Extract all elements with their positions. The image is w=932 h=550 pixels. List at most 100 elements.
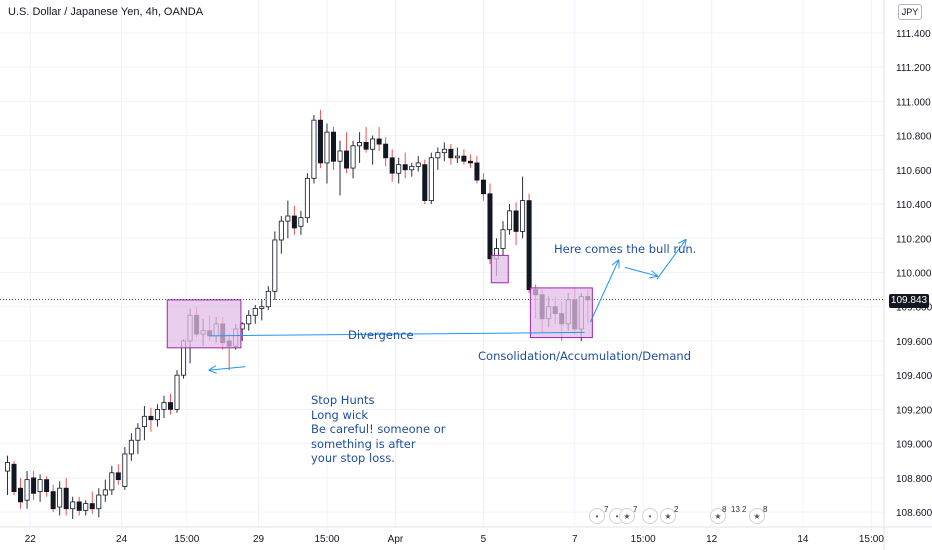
candle-up [135, 427, 141, 441]
divergence-line [209, 331, 585, 337]
candle-down [167, 402, 173, 410]
candle-up [520, 200, 526, 232]
candle-down [330, 131, 336, 162]
candle-up [5, 462, 10, 472]
time-tick-label: 15:00 [314, 534, 339, 545]
candle-up [409, 165, 415, 171]
candle-down [50, 491, 56, 510]
event-marker-icon[interactable]: • [642, 508, 658, 524]
event-count: 7 [604, 505, 609, 514]
candle-down [513, 210, 519, 232]
time-tick-label: 29 [253, 534, 265, 545]
candle-up [154, 409, 160, 421]
time-tick-label: 7 [572, 534, 578, 545]
event-count: 8 [763, 505, 768, 514]
candle-down [115, 472, 121, 481]
candle-down [363, 142, 369, 150]
candle-down [44, 479, 50, 493]
candle-down [148, 415, 154, 421]
candle-up [70, 501, 76, 510]
candle-up [454, 155, 460, 159]
annotation-arrow [589, 261, 618, 323]
stop-hunts-line: Be careful! someone or [311, 422, 446, 436]
divergence-note: Divergence [348, 328, 414, 342]
event-count: 8 [722, 505, 727, 514]
time-tick-label: 15:00 [174, 534, 199, 545]
candle-down [11, 463, 17, 493]
time-tick-label: 15:00 [859, 534, 884, 545]
event-count: 7 [633, 505, 638, 514]
candles-group [5, 109, 591, 519]
chart-title: U.S. Dollar / Japanese Yen, 4h, OANDA [8, 6, 204, 18]
event-count: 13 [731, 505, 740, 514]
price-tick-label: 110.000 [896, 269, 932, 280]
event-marker-icon[interactable]: • [589, 508, 605, 524]
candle-up [128, 439, 134, 455]
event-flag-icon[interactable]: ★ [619, 508, 635, 524]
candle-down [18, 487, 24, 503]
stop-hunts-line: something is after [311, 436, 416, 451]
drawings-group [166, 240, 685, 370]
candle-up [507, 210, 513, 231]
candle-up [370, 138, 376, 150]
time-tick-label: Apr [388, 534, 404, 545]
candle-up [396, 164, 402, 174]
candle-down [89, 503, 95, 510]
time-axis: 22 24 15:00 29 15:00 Apr 5 7 15:00 12 14 15:00 [0, 526, 932, 545]
candle-up [324, 131, 330, 164]
candle-up [311, 119, 317, 179]
candle-down [76, 501, 82, 511]
time-tick-label: 22 [25, 534, 37, 545]
candle-up [435, 152, 441, 159]
candle-down [487, 193, 493, 260]
event-flag-icon[interactable]: ★ [660, 508, 676, 524]
candle-up [246, 314, 252, 325]
candle-down [63, 487, 69, 510]
price-tick-label: 109.600 [896, 337, 932, 348]
candle-up [174, 374, 180, 410]
price-tick-label: 110.200 [896, 234, 932, 245]
candle-up [252, 308, 258, 316]
candle-up [278, 220, 284, 241]
price-tick-label: 110.600 [896, 166, 932, 177]
time-tick-label: 5 [481, 534, 487, 545]
last-price-tag: 109.843 [889, 294, 929, 308]
candle-up [161, 402, 167, 410]
annotation-arrow [210, 367, 246, 370]
candle-down [402, 164, 408, 171]
price-tick-label: 109.800 [896, 303, 932, 314]
candle-up [298, 217, 304, 227]
event-count: 2 [742, 505, 747, 514]
time-tick-label: 12 [706, 534, 718, 545]
candle-down [344, 150, 350, 169]
bull-run-note: Here comes the bull run. [554, 242, 697, 256]
event-flag-icon[interactable]: ★ [749, 508, 765, 524]
candle-up [109, 472, 115, 491]
time-tick-label: 14 [797, 534, 809, 545]
candle-up [265, 290, 271, 308]
consolidation-note: Consolidation/Accumulation/Demand [478, 349, 692, 363]
candle-down [31, 477, 37, 494]
candle-up [96, 494, 102, 510]
candle-down [383, 143, 389, 159]
candle-down [291, 215, 297, 229]
event-flag-icon[interactable]: ★ [710, 508, 726, 524]
candle-down [389, 157, 395, 174]
candle-up [141, 415, 147, 427]
price-tick-label: 110.400 [896, 200, 932, 211]
candle-up [441, 148, 447, 154]
time-tick-label: 24 [116, 534, 128, 545]
price-tick-label: 111.400 [896, 29, 931, 40]
candle-down [474, 162, 480, 181]
candle-up [350, 145, 356, 169]
candle-up [259, 306, 265, 309]
candle-up [285, 215, 291, 222]
stop-hunts-note: Stop Hunts Long wick Be careful! someone… [311, 393, 445, 466]
price-tick-label: 111.200 [896, 63, 931, 74]
currency-badge[interactable]: JPY [898, 4, 922, 20]
candle-down [422, 164, 428, 202]
candle-down [461, 155, 467, 162]
time-tick-label: 15:00 [631, 534, 656, 545]
candle-up [122, 453, 128, 487]
